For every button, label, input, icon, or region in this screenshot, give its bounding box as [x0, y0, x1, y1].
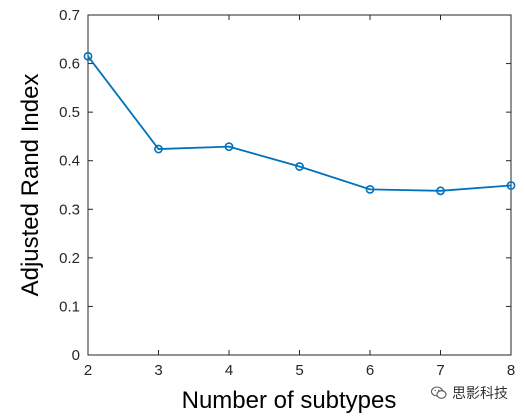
x-tick-label: 8 [507, 362, 515, 379]
data-point [506, 181, 516, 190]
x-tick-label: 3 [154, 362, 162, 379]
y-tick-label: 0.6 [59, 56, 80, 73]
data-point [365, 184, 375, 194]
wechat-icon [431, 386, 447, 399]
x-tick-label: 2 [84, 362, 92, 379]
y-tick-label: 0.4 [59, 153, 80, 170]
watermark-text: 思影科技 [452, 386, 508, 402]
plot-frame [87, 14, 512, 356]
data-series [83, 51, 516, 196]
x-tick-label: 5 [295, 362, 303, 379]
plot-area [87, 14, 512, 356]
data-point [83, 51, 93, 61]
x-axis-label: Number of subtypes [182, 387, 397, 414]
y-axis-label: Adjusted Rand Index [17, 74, 44, 297]
data-point [295, 162, 304, 171]
y-tick-label: 0 [72, 347, 80, 364]
y-tick-label: 0.7 [59, 7, 80, 24]
x-tick-labels: 2 3 4 5 6 7 8 [84, 362, 515, 379]
series-line [87, 55, 512, 192]
data-point [154, 144, 163, 154]
x-tick-label: 7 [436, 362, 444, 379]
x-tick-label: 4 [225, 362, 233, 379]
y-tick-label: 0.5 [59, 104, 80, 121]
watermark: 思影科技 [428, 382, 511, 404]
axis-ticks [87, 14, 512, 356]
y-tick-labels: 0 0.1 0.2 0.3 0.4 0.5 0.6 0.7 [59, 7, 80, 364]
data-point [224, 142, 234, 152]
x-tick-label: 6 [366, 362, 374, 379]
data-point [436, 186, 445, 196]
y-tick-label: 0.3 [59, 201, 80, 218]
y-tick-label: 0.1 [59, 298, 80, 315]
y-tick-label: 0.2 [59, 250, 80, 267]
